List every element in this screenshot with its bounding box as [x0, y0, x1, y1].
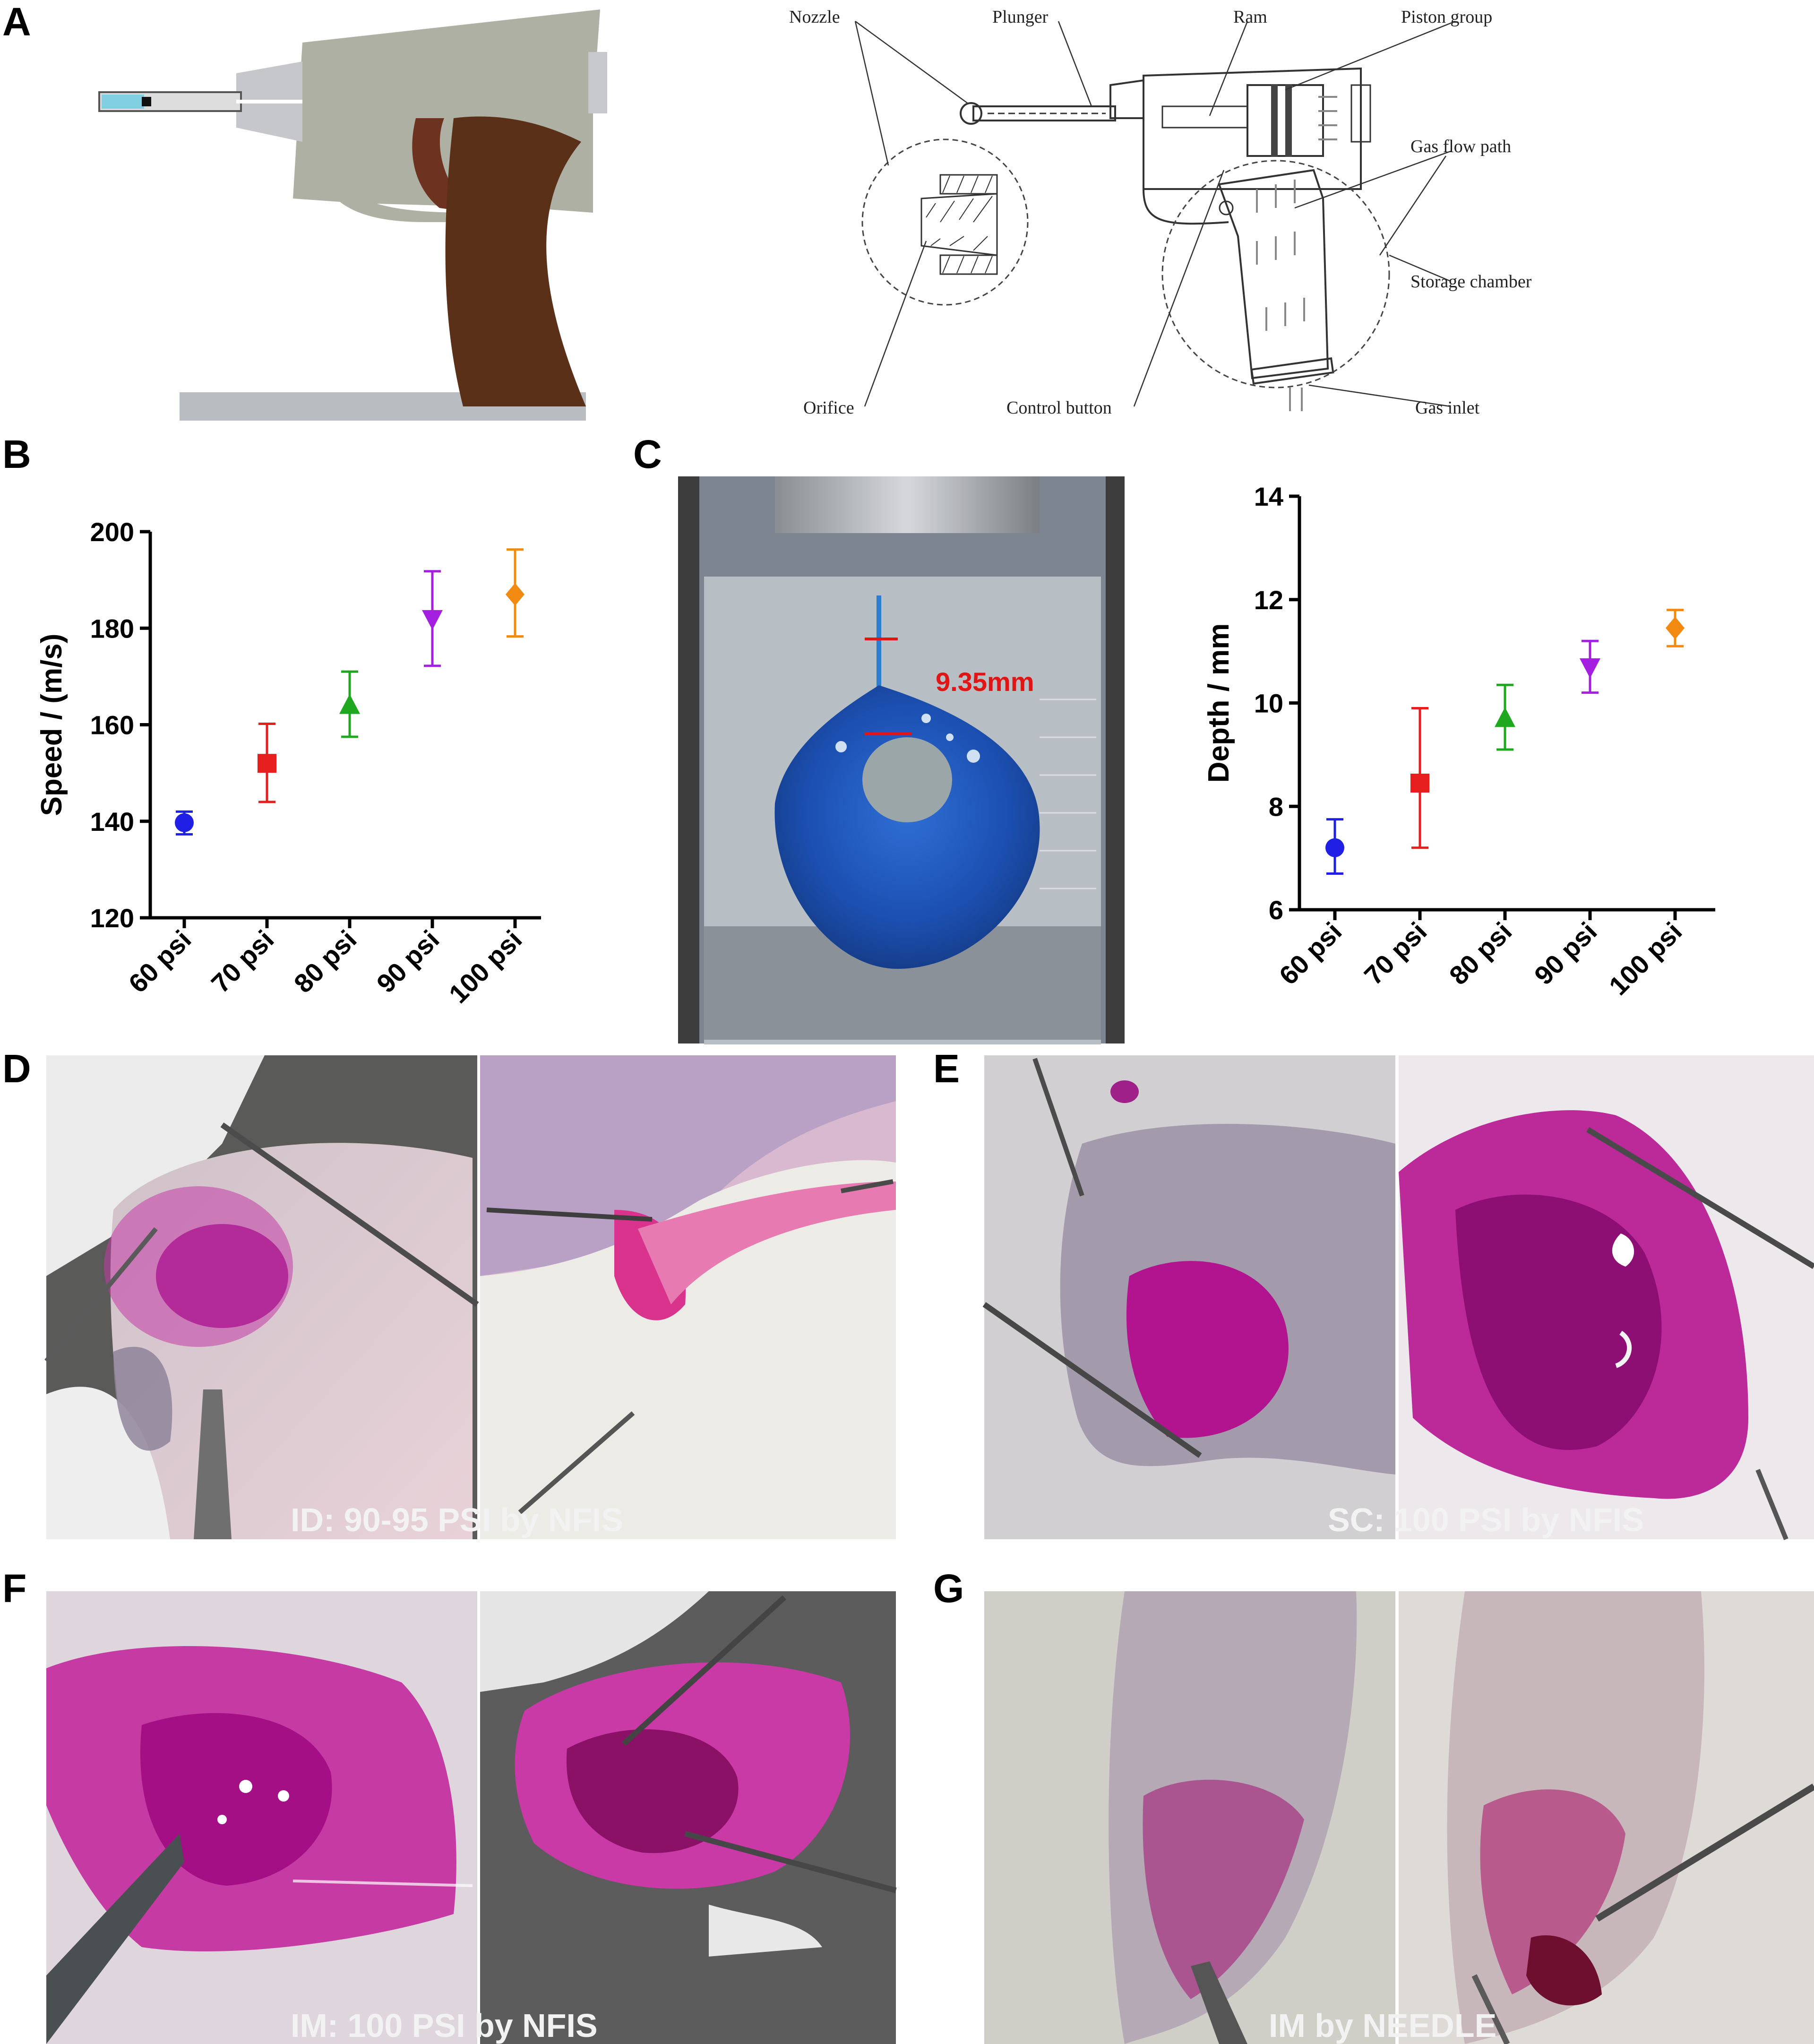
y-tick-label: 180	[90, 613, 134, 643]
y-tick-label: 8	[1269, 792, 1283, 821]
photo-f: IM: 100 PSI by NFIS	[46, 1591, 897, 2044]
y-tick-label: 6	[1269, 895, 1283, 925]
callout-gas-flow-path: Gas flow path	[1410, 137, 1511, 156]
callout-piston-group: Piston group	[1401, 7, 1492, 27]
injector-illustration	[98, 9, 607, 421]
x-tick-label: 100 psi	[443, 924, 528, 1009]
syringe-liquid	[102, 95, 144, 109]
photo-g: IM by NEEDLE	[984, 1591, 1814, 2044]
photo-e: SC: 100 PSI by NFIS	[982, 1055, 1814, 1540]
trigger-guard	[317, 156, 468, 222]
x-tick-label: 80 psi	[288, 924, 362, 999]
data-point	[1495, 707, 1515, 727]
data-point	[422, 610, 443, 630]
x-tick-label: 60 psi	[123, 924, 197, 999]
y-tick-label: 200	[90, 517, 134, 547]
depth-chart: 6 8 10 12 14 Depth / mm 60 psi 70 psi 80 psi 90 p…	[1203, 482, 1715, 1001]
x-tick-label: 100 psi	[1603, 916, 1688, 1001]
data-point	[1325, 838, 1344, 857]
x-tick-label: 90 psi	[1529, 916, 1603, 991]
data-point	[339, 694, 360, 714]
grip-handle	[445, 116, 586, 406]
y-tick-label: 140	[90, 807, 134, 837]
panel-label-g: G	[933, 1566, 964, 1611]
callout-control-button: Control button	[1006, 398, 1112, 418]
caption-f: IM: 100 PSI by NFIS	[291, 2007, 598, 2044]
y-tick-label: 10	[1254, 689, 1283, 718]
y-tick-label: 120	[90, 903, 134, 933]
injector-diagram: Nozzle Plunger Ram Piston group Gas flow…	[789, 7, 1532, 418]
y-tick-label: 12	[1254, 585, 1283, 615]
panel-label-f: F	[2, 1566, 26, 1611]
syringe-plunger-tip	[142, 97, 151, 106]
callout-orifice: Orifice	[803, 398, 854, 418]
data-point	[258, 754, 276, 773]
y-tick-label: 160	[90, 710, 134, 740]
x-tick-label: 70 psi	[1358, 916, 1433, 991]
photo-d: ID: 90-95 PSI by NFIS	[44, 1055, 896, 1539]
trigger	[412, 118, 473, 213]
x-tick-label: 70 psi	[206, 924, 280, 999]
panel-label-e: E	[933, 1046, 960, 1091]
rear-cap	[588, 52, 607, 113]
data-point	[175, 813, 194, 832]
speed-chart: 120 140 160 180 200 Speed / (m/s) 60 psi 70 psi…	[35, 517, 541, 1009]
penetration-photo: 9.35mm	[678, 476, 1125, 1044]
caption-e: SC: 100 PSI by NFIS	[1328, 1501, 1644, 1538]
panel-label-d: D	[2, 1046, 31, 1091]
x-tick-label: 60 psi	[1273, 916, 1348, 991]
callout-ram: Ram	[1233, 7, 1267, 27]
x-tick-label: 90 psi	[371, 924, 445, 999]
data-point	[1410, 774, 1429, 793]
callout-plunger: Plunger	[992, 7, 1049, 27]
x-tick-label: 80 psi	[1444, 916, 1518, 991]
data-point	[1580, 658, 1600, 678]
panel-label-c: C	[633, 432, 662, 476]
caption-d: ID: 90-95 PSI by NFIS	[291, 1501, 623, 1538]
data-point	[506, 583, 524, 606]
panel-label-a: A	[2, 0, 31, 44]
callout-storage-chamber: Storage chamber	[1410, 272, 1532, 292]
caption-g: IM by NEEDLE	[1269, 2007, 1496, 2044]
y-tick-label: 14	[1254, 482, 1283, 511]
depth-measurement: 9.35mm	[936, 667, 1034, 697]
panel-label-b: B	[2, 432, 31, 476]
callout-nozzle: Nozzle	[789, 7, 840, 27]
data-point	[1666, 616, 1685, 639]
callout-gas-inlet: Gas inlet	[1415, 398, 1480, 418]
y-axis-title: Depth / mm	[1203, 623, 1235, 783]
y-axis-title: Speed / (m/s)	[35, 634, 68, 816]
